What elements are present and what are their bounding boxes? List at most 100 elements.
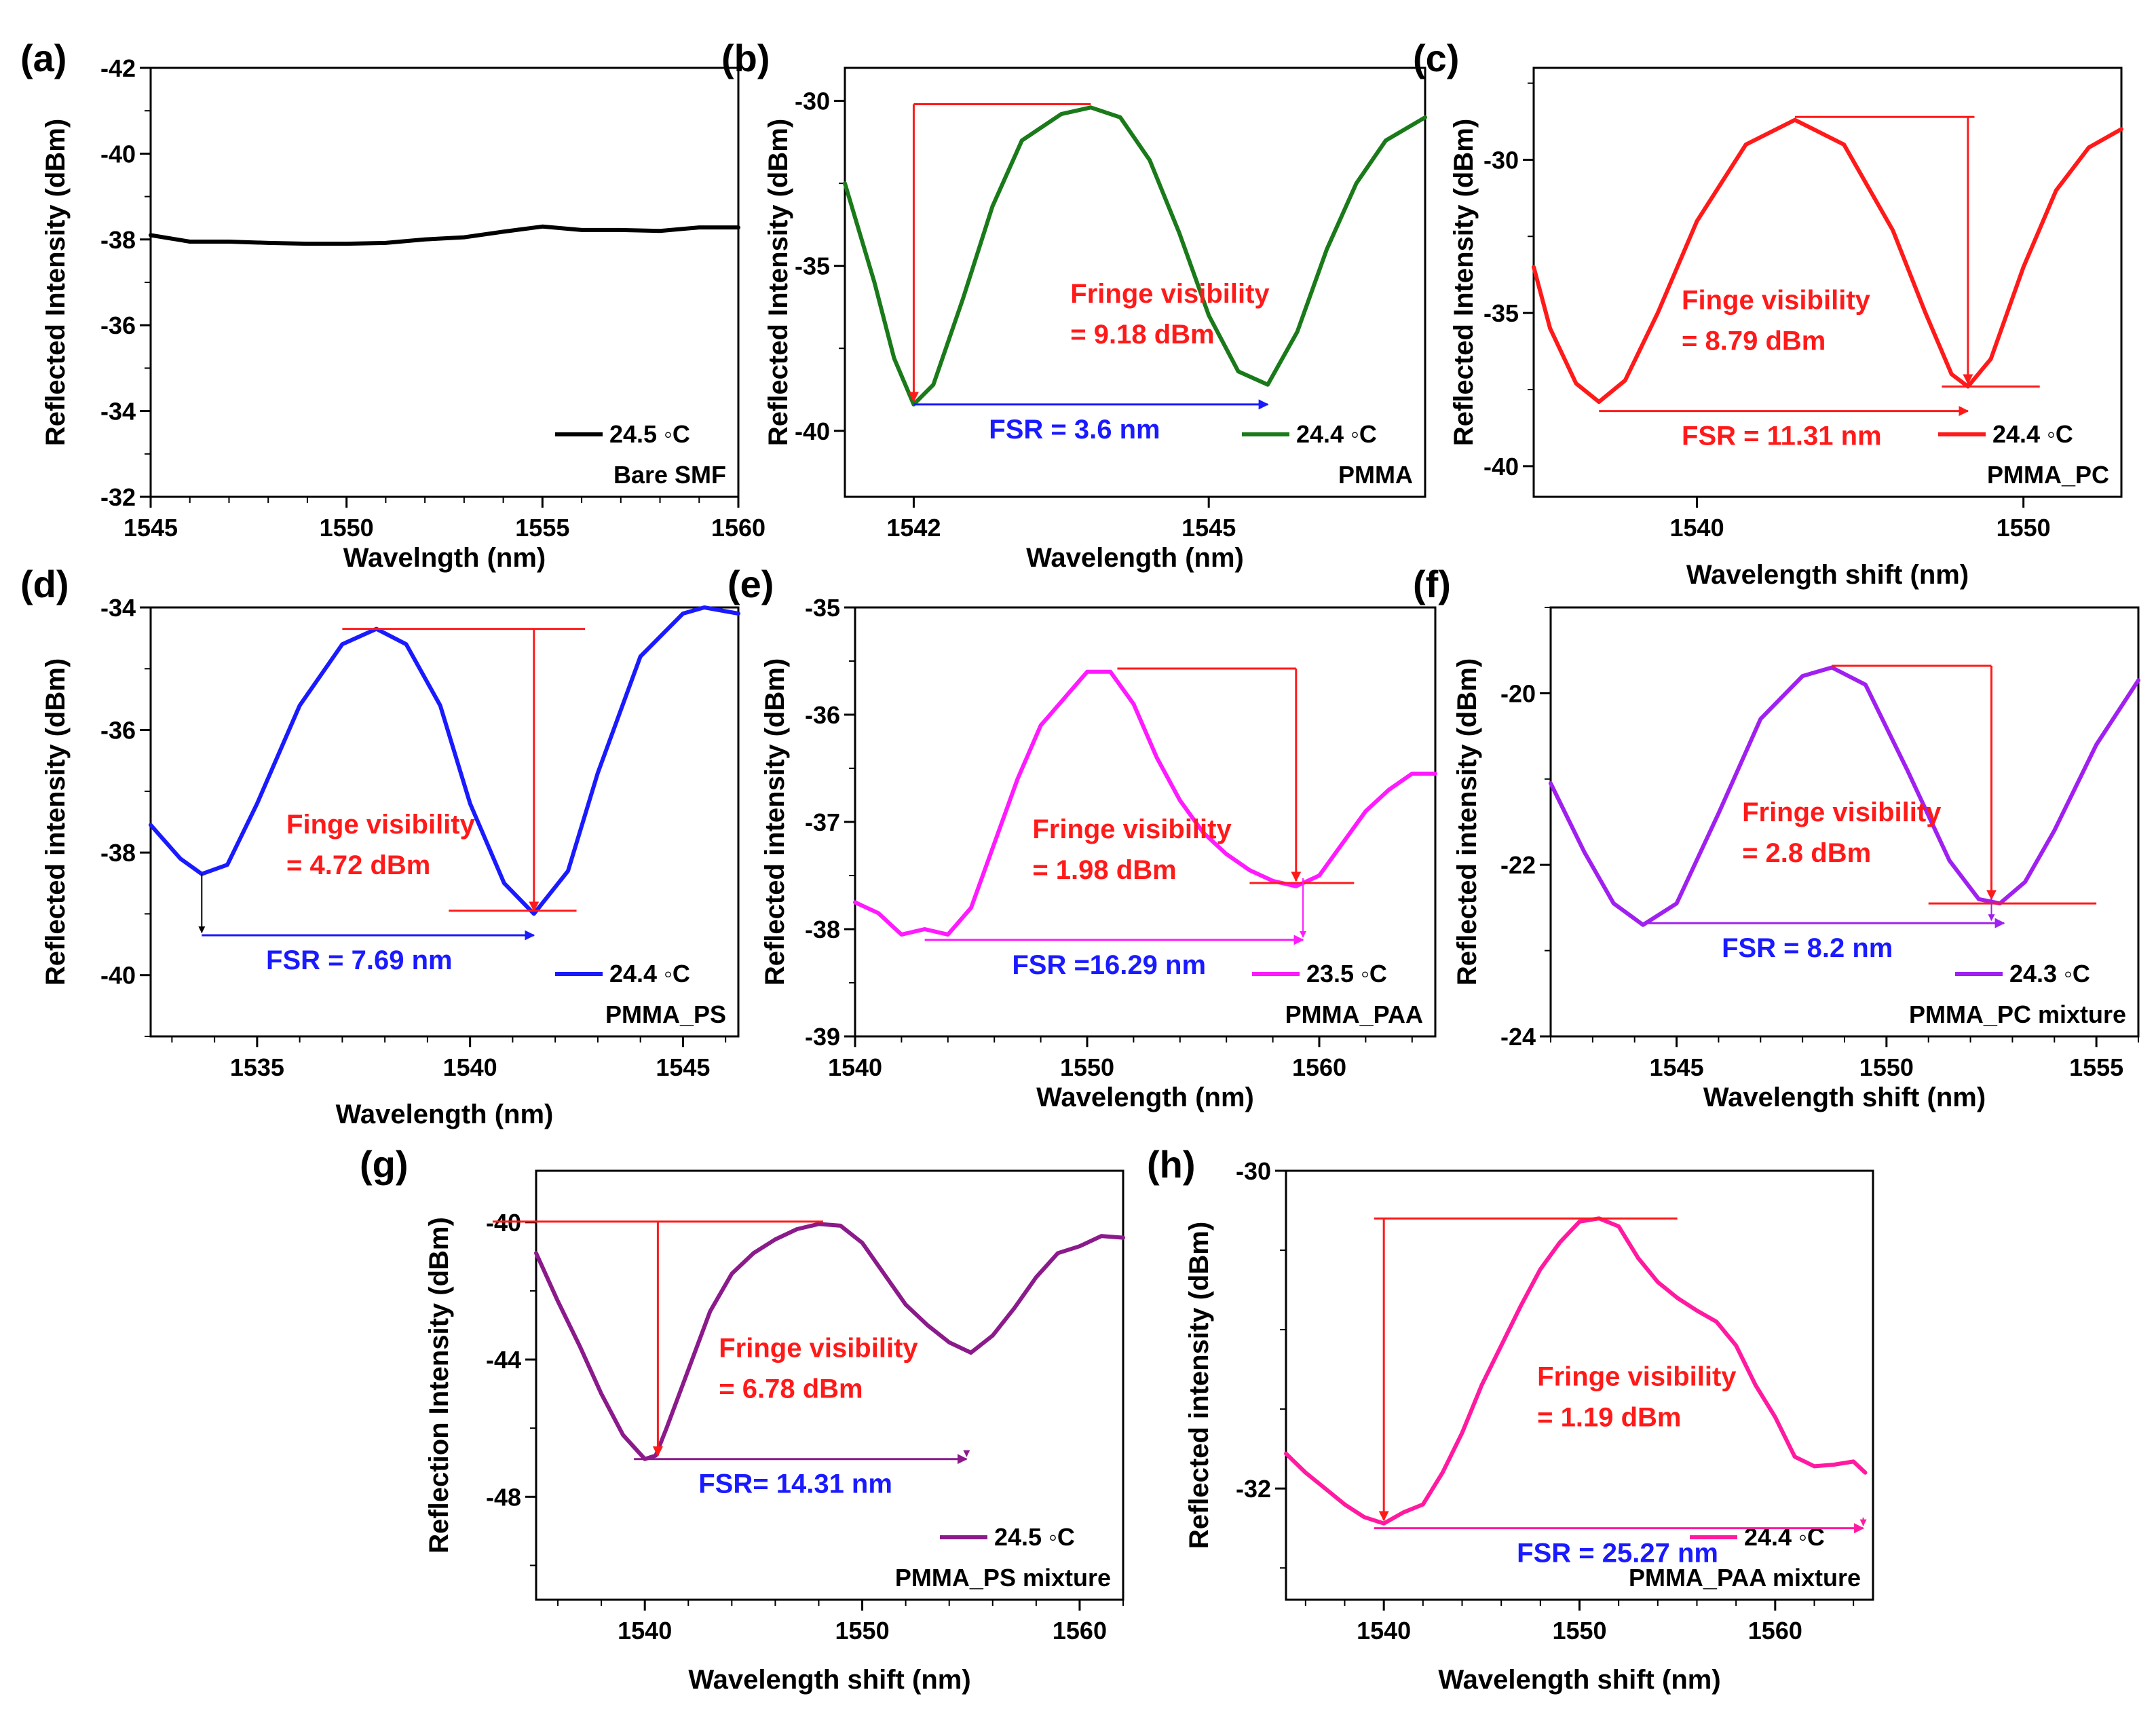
x-tick-label: 1542 bbox=[886, 514, 941, 542]
panel-c: 1540 1550 -40 -35 -30 Wavelength shift (nm) Re… bbox=[1413, 37, 2123, 590]
y-tick-label: -35 bbox=[1483, 299, 1519, 327]
series-line bbox=[534, 1222, 1125, 1461]
y-tick-label: -37 bbox=[805, 808, 840, 836]
x-tick-label: 1560 bbox=[1053, 1617, 1107, 1645]
y-tick-label: -34 bbox=[100, 398, 136, 426]
fringe-visibility-label: Fringe visibility bbox=[1537, 1362, 1737, 1392]
panel-g: 1540 1550 1560 -48 -44 -40 Wavelength shift (n… bbox=[360, 1143, 1125, 1695]
x-axis-label: Wavelength shift (nm) bbox=[1686, 560, 1969, 590]
x-tick-label: 1550 bbox=[835, 1617, 890, 1645]
fringe-visibility-label: Fringe visibility bbox=[1032, 814, 1232, 844]
legend-sample: PMMA_PC mixture bbox=[1909, 1000, 2126, 1028]
series-line bbox=[1532, 117, 2123, 405]
y-tick-label: -44 bbox=[486, 1346, 521, 1374]
fringe-visibility-label: Finge visibility bbox=[1682, 286, 1871, 316]
y-tick-label: -36 bbox=[100, 312, 136, 339]
panel-label: (g) bbox=[360, 1143, 409, 1186]
panel-f: 1545 1550 1555 -24 -22 -20 Wavelength shift (n… bbox=[1413, 563, 2140, 1112]
y-tick-label: -34 bbox=[100, 594, 136, 622]
y-axis-label: Reflected intensity (dBm) bbox=[760, 658, 790, 985]
panel-d: 1535 1540 1545 -40 -38 -36 -34 Wavelength (nm) R… bbox=[20, 563, 740, 1129]
x-axis-label: Wavelength shift (nm) bbox=[1703, 1083, 1986, 1112]
plot-frame bbox=[149, 606, 740, 1038]
legend-sample: PMMA_PAA bbox=[1285, 1000, 1423, 1028]
y-tick-label: -32 bbox=[100, 483, 136, 511]
x-tick-label: 1535 bbox=[230, 1053, 284, 1081]
x-axis-label: Wavelength shift (nm) bbox=[1438, 1665, 1720, 1695]
y-axis-label: Reflected Intensity (dBm) bbox=[41, 119, 71, 446]
x-tick-label: 1540 bbox=[828, 1053, 882, 1081]
fringe-visibility-value: = 6.78 dBm bbox=[719, 1374, 863, 1404]
y-tick-label: -30 bbox=[1236, 1157, 1271, 1185]
fsr-label: FSR = 25.27 nm bbox=[1517, 1539, 1718, 1569]
legend-entry: 24.3 ◦C bbox=[2009, 960, 2090, 988]
y-axis-label: Reflected intensity (dBm) bbox=[1184, 1222, 1214, 1549]
fringe-visibility-value: = 8.79 dBm bbox=[1682, 326, 1826, 356]
series-line bbox=[1549, 665, 2140, 927]
panel-label: (b) bbox=[721, 37, 770, 79]
legend-entry: 24.4 ◦C bbox=[609, 960, 690, 988]
legend-entry: 24.4 ◦C bbox=[1992, 420, 2073, 448]
legend-entry: 24.5 ◦C bbox=[994, 1523, 1075, 1551]
x-tick-label: 1560 bbox=[711, 514, 765, 542]
legend-entry: 24.4 ◦C bbox=[1744, 1523, 1825, 1551]
series-line bbox=[149, 605, 740, 916]
fsr-label: FSR =16.29 nm bbox=[1012, 950, 1206, 980]
y-axis-label: Reflected intensity (dBm) bbox=[41, 658, 71, 985]
legend-sample: PMMA_PS mixture bbox=[895, 1564, 1111, 1592]
fringe-visibility-label: Fringe visibility bbox=[719, 1334, 918, 1364]
fringe-visibility-value: = 4.72 dBm bbox=[286, 850, 430, 880]
y-tick-label: -40 bbox=[795, 417, 830, 445]
x-axis-label: Wavelength (nm) bbox=[1036, 1083, 1254, 1112]
legend-entry: 24.5 ◦C bbox=[609, 420, 690, 448]
y-tick-label: -40 bbox=[100, 962, 136, 990]
panel-label: (e) bbox=[727, 563, 774, 605]
x-tick-label: 1545 bbox=[1181, 514, 1236, 542]
legend-sample: Bare SMF bbox=[613, 461, 726, 489]
x-tick-label: 1550 bbox=[1060, 1053, 1114, 1081]
x-tick-label: 1540 bbox=[1357, 1617, 1411, 1645]
fsr-label: FSR= 14.31 nm bbox=[698, 1469, 892, 1499]
fsr-label: FSR = 7.69 nm bbox=[266, 945, 453, 975]
x-tick-label: 1550 bbox=[1552, 1617, 1606, 1645]
y-axis-label: Reflected Intensity (dBm) bbox=[1449, 119, 1479, 446]
x-tick-label: 1545 bbox=[656, 1053, 710, 1081]
fringe-visibility-label: Fringe visibility bbox=[1070, 279, 1270, 309]
y-tick-label: -40 bbox=[486, 1209, 521, 1237]
legend-sample: PMMA_PC bbox=[1987, 461, 2109, 489]
x-tick-label: 1540 bbox=[618, 1617, 672, 1645]
plot-frame bbox=[1532, 67, 2123, 498]
y-tick-label: -20 bbox=[1500, 679, 1536, 707]
series-line bbox=[853, 669, 1437, 937]
plot-frame bbox=[535, 1169, 1124, 1601]
y-tick-label: -22 bbox=[1500, 851, 1536, 879]
panel-label: (h) bbox=[1147, 1143, 1196, 1186]
fringe-visibility-value: = 9.18 dBm bbox=[1070, 320, 1214, 350]
y-tick-label: -48 bbox=[486, 1483, 521, 1511]
fsr-label: FSR = 8.2 nm bbox=[1722, 933, 1893, 963]
x-tick-label: 1540 bbox=[443, 1053, 497, 1081]
legend-sample: PMMA_PAA mixture bbox=[1629, 1564, 1861, 1592]
series-line bbox=[843, 105, 1427, 407]
y-axis-label: Reflection Intensity (dBm) bbox=[424, 1217, 454, 1554]
panel-a: 1545 1550 1555 1560 -42 -40 -38 -36 -34 -32 Waveln… bbox=[20, 37, 765, 573]
legend-sample: PMMA bbox=[1338, 461, 1413, 489]
x-tick-label: 1545 bbox=[1650, 1053, 1704, 1081]
y-tick-label: -30 bbox=[795, 88, 830, 115]
y-tick-label: -38 bbox=[100, 226, 136, 254]
x-tick-label: 1540 bbox=[1670, 514, 1724, 542]
fsr-label: FSR = 11.31 nm bbox=[1682, 421, 1882, 451]
panel-label: (a) bbox=[20, 37, 67, 79]
x-axis-label: Wavelength (nm) bbox=[1026, 543, 1244, 573]
y-axis-label: Reflected intensity (dBm) bbox=[1452, 658, 1482, 985]
series-line bbox=[1284, 1216, 1868, 1526]
x-tick-label: 1560 bbox=[1292, 1053, 1346, 1081]
y-tick-label: -24 bbox=[1500, 1023, 1536, 1051]
x-tick-label: 1560 bbox=[1748, 1617, 1802, 1645]
x-tick-label: 1550 bbox=[1859, 1053, 1914, 1081]
y-tick-label: -40 bbox=[100, 140, 136, 168]
fringe-visibility-value: = 1.19 dBm bbox=[1537, 1403, 1681, 1433]
x-axis-label: Wavelength (nm) bbox=[336, 1100, 554, 1129]
x-axis-label: Wavelength shift (nm) bbox=[688, 1665, 970, 1695]
